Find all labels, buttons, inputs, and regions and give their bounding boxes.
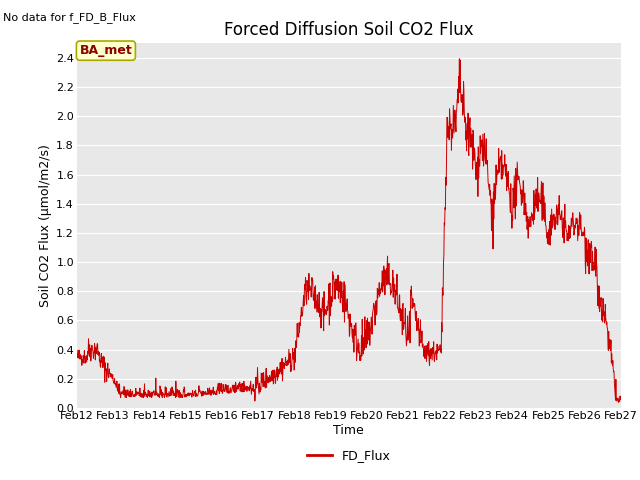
Legend: FD_Flux: FD_Flux	[302, 444, 396, 468]
Text: No data for f_FD_B_Flux: No data for f_FD_B_Flux	[3, 12, 136, 23]
X-axis label: Time: Time	[333, 423, 364, 436]
Text: BA_met: BA_met	[79, 44, 132, 57]
Title: Forced Diffusion Soil CO2 Flux: Forced Diffusion Soil CO2 Flux	[224, 21, 474, 39]
Y-axis label: Soil CO2 Flux (μmol/m2/s): Soil CO2 Flux (μmol/m2/s)	[39, 144, 52, 307]
